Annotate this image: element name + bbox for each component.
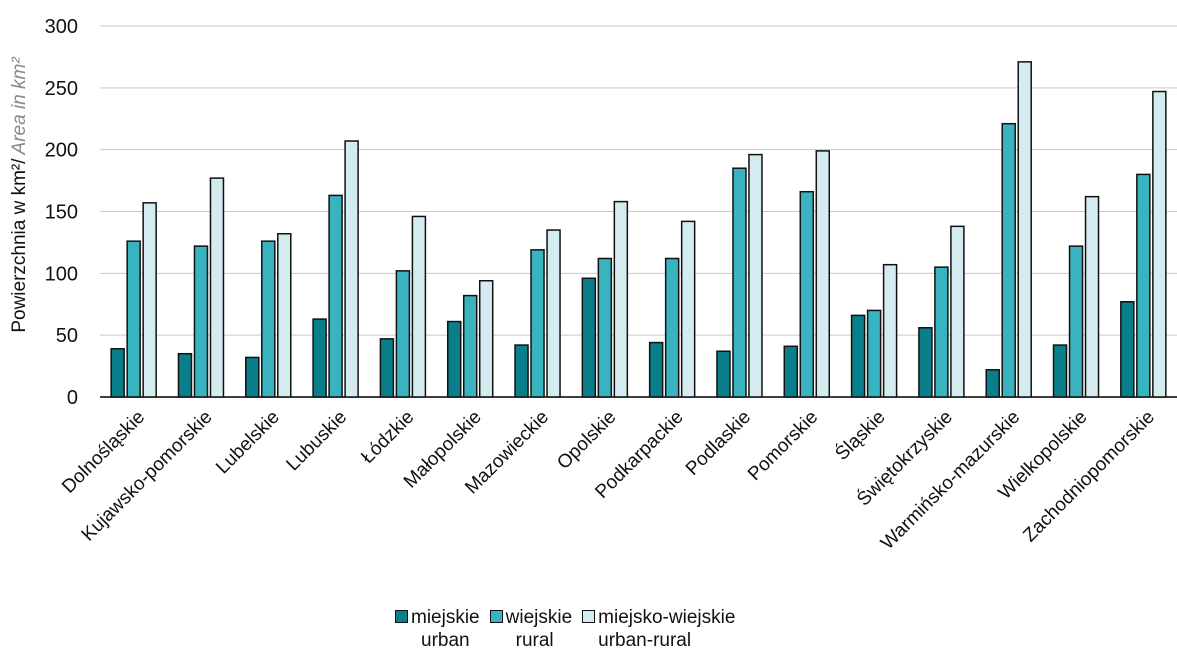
bar-rural-11 — [866, 309, 882, 398]
bar-urban-13 — [985, 369, 1000, 398]
x-category-label: Łódzkie — [357, 407, 418, 468]
legend-swatch-rural — [489, 610, 503, 623]
bar-urban-7 — [581, 277, 597, 398]
bar-urban-rural-4 — [411, 215, 427, 398]
x-category-label: Zachodniopomorskie — [1019, 407, 1159, 547]
bar-urban-3 — [312, 318, 327, 398]
legend: miejskie urban wiejskie rural miejsko-wi… — [395, 606, 735, 652]
bar-rural-14 — [1068, 245, 1084, 398]
legend-item-urban: miejskie urban — [395, 606, 480, 652]
bar-urban-rural-6 — [546, 229, 561, 398]
bar-rural-3 — [328, 194, 343, 398]
y-tick-label: 100 — [45, 263, 78, 285]
legend-item-rural: wiejskie rural — [489, 606, 573, 652]
bar-urban-11 — [850, 314, 866, 398]
bar-urban-6 — [514, 344, 529, 398]
bar-urban-14 — [1052, 344, 1068, 398]
bar-urban-10 — [783, 345, 799, 398]
bar-urban-12 — [918, 326, 933, 398]
bar-urban-rural-3 — [344, 140, 359, 398]
bar-rural-13 — [1001, 122, 1016, 398]
x-category-label: Opolskie — [553, 407, 620, 474]
bar-urban-rural-10 — [815, 150, 831, 398]
bar-urban-4 — [379, 338, 395, 398]
bar-rural-5 — [462, 294, 478, 398]
bar-rural-12 — [934, 266, 949, 398]
legend-label-wiejskie: wiejskie — [505, 607, 573, 628]
legend-label-miejskie: miejskie — [411, 607, 480, 628]
bar-urban-2 — [245, 356, 260, 398]
bar-urban-9 — [716, 350, 731, 398]
legend-swatch-urban — [395, 610, 408, 623]
y-tick-label: 300 — [45, 16, 78, 38]
bar-urban-rural-5 — [478, 280, 494, 398]
legend-label-rural: rural — [515, 630, 554, 651]
bar-rural-9 — [732, 167, 747, 398]
bar-urban-rural-11 — [882, 263, 898, 398]
bar-urban-rural-1 — [209, 177, 225, 398]
legend-label-urban: urban — [421, 630, 470, 651]
bar-urban-rural-15 — [1152, 90, 1167, 398]
y-tick-label: 0 — [67, 387, 78, 409]
legend-label-miejsko-wiejskie: miejsko-wiejskie — [598, 607, 736, 628]
bar-urban-0 — [110, 348, 125, 398]
bar-urban-rural-14 — [1084, 195, 1100, 398]
bar-rural-15 — [1136, 173, 1151, 398]
legend-swatch-urban-rural — [582, 610, 596, 623]
legend-item-urban-rural: miejsko-wiejskie urban-rural — [582, 606, 735, 652]
bar-rural-4 — [395, 270, 411, 398]
y-tick-label: 50 — [56, 325, 78, 347]
bar-chart: 0 50 100 150 200 250 300 DolnośląskieKujawsko-… — [9, 16, 1177, 554]
bar-urban-rural-13 — [1017, 61, 1032, 398]
bar-rural-1 — [193, 245, 209, 398]
bar-rural-2 — [261, 240, 276, 398]
bar-urban-rural-0 — [142, 202, 157, 398]
bar-rural-8 — [664, 257, 680, 398]
bar-rural-0 — [126, 240, 141, 398]
bar-urban-rural-12 — [950, 225, 965, 398]
y-axis-title: Powierzchnia w km²/Area in km² — [9, 57, 30, 333]
bar-urban-15 — [1120, 301, 1135, 398]
x-category-label: Pomorskie — [744, 407, 822, 485]
y-tick-label: 150 — [45, 202, 78, 224]
bar-urban-rural-2 — [277, 233, 292, 398]
bar-urban-1 — [177, 352, 193, 398]
bar-urban-8 — [648, 341, 664, 398]
bar-rural-6 — [530, 249, 545, 398]
x-category-label: Lubuskie — [282, 407, 351, 476]
bar-urban-rural-7 — [613, 200, 629, 398]
legend-label-urban-rural: urban-rural — [598, 630, 692, 651]
y-tick-label: 250 — [45, 78, 78, 100]
bar-urban-rural-8 — [680, 220, 696, 398]
y-tick-labels: 0 50 100 150 200 250 300 — [45, 16, 78, 409]
x-category-label: Lubelskie — [212, 407, 284, 479]
bar-rural-10 — [799, 190, 815, 398]
bars — [110, 61, 1167, 398]
bar-rural-7 — [597, 257, 613, 398]
bar-urban-5 — [446, 320, 462, 398]
x-category-label: Kujawsko-pomorskie — [78, 407, 217, 546]
bar-urban-rural-9 — [748, 153, 763, 398]
x-category-label: Śląskie — [831, 406, 890, 465]
x-category-labels: DolnośląskieKujawsko-pomorskieLubelskieL… — [58, 406, 1159, 554]
y-tick-label: 200 — [45, 140, 78, 162]
